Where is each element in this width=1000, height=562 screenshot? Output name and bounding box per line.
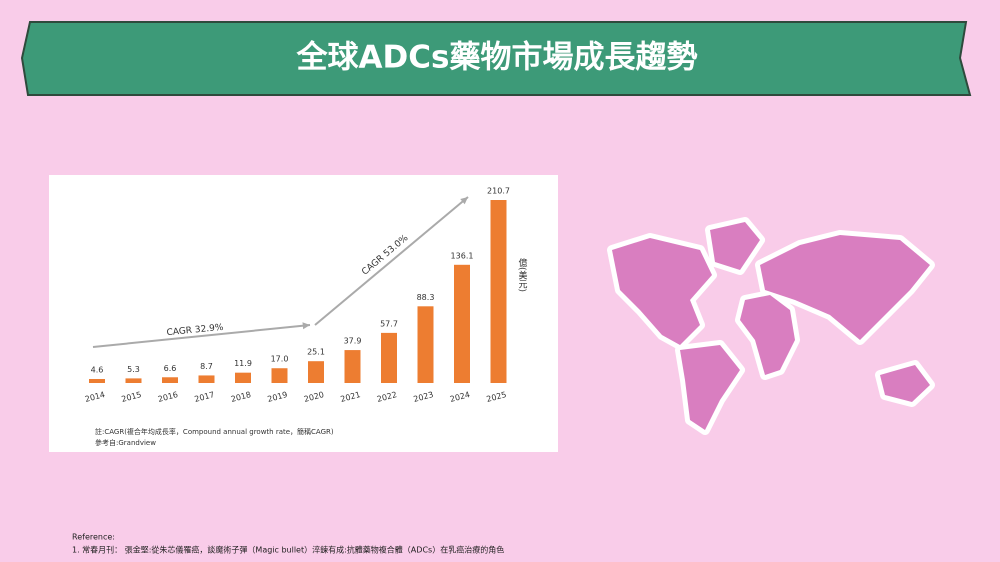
arrow-head bbox=[302, 322, 310, 330]
note: 參考自:Grandview bbox=[95, 438, 156, 447]
data-label: 25.1 bbox=[307, 348, 325, 357]
bar bbox=[162, 377, 178, 383]
bar bbox=[125, 378, 142, 383]
note: 註:CAGR(複合年均成長率，Compound annual growth ra… bbox=[95, 427, 334, 436]
data-label: 210.7 bbox=[487, 187, 510, 196]
bar bbox=[417, 306, 434, 383]
title-banner bbox=[20, 21, 972, 96]
data-label: 88.3 bbox=[417, 293, 435, 302]
south-america bbox=[680, 345, 740, 430]
greenland bbox=[710, 222, 760, 270]
africa bbox=[740, 295, 795, 375]
bar bbox=[454, 264, 470, 383]
data-label: 6.6 bbox=[164, 364, 177, 373]
bar bbox=[490, 200, 507, 383]
slide-title: 全球ADCs藥物市場成長趨勢 bbox=[296, 40, 698, 76]
arrow-head bbox=[460, 197, 468, 205]
reference-heading: Reference: bbox=[72, 533, 115, 542]
data-label: 37.9 bbox=[344, 337, 362, 346]
bar bbox=[308, 361, 324, 383]
eurasia bbox=[760, 235, 930, 340]
bar bbox=[235, 372, 251, 383]
trend-arrow bbox=[92, 324, 311, 348]
data-label: 17.0 bbox=[271, 355, 289, 364]
bar bbox=[89, 379, 105, 383]
data-label: 11.9 bbox=[234, 359, 252, 368]
bar bbox=[271, 368, 288, 383]
trend-arrow bbox=[314, 196, 469, 326]
data-label: 4.6 bbox=[91, 366, 104, 375]
chart-panel bbox=[49, 175, 558, 452]
data-label: 57.7 bbox=[380, 319, 398, 328]
data-label: 5.3 bbox=[127, 365, 140, 374]
unit-label: 億(美元) bbox=[517, 257, 528, 292]
north-america bbox=[612, 238, 712, 345]
australia bbox=[880, 365, 930, 402]
bar bbox=[198, 375, 215, 383]
data-label: 8.7 bbox=[200, 362, 213, 371]
reference-text: 1. 常春月刊： 張金堅:從朱芯儀罹癌，談魔術子彈（Magic bullet）淬… bbox=[72, 545, 504, 555]
bar bbox=[381, 332, 397, 383]
world-map-fill bbox=[612, 222, 930, 430]
bar bbox=[344, 350, 361, 383]
data-label: 136.1 bbox=[451, 251, 474, 260]
